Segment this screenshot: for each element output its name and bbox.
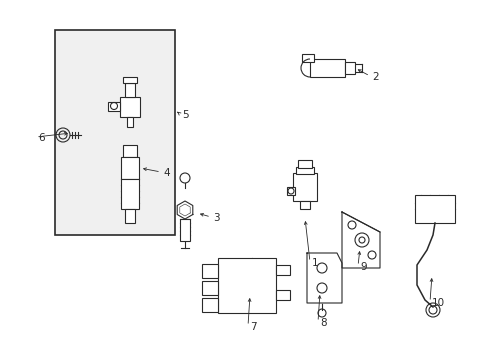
Bar (121, 179, 139, 209)
Text: 8: 8 (319, 318, 326, 328)
Text: 9: 9 (359, 262, 366, 272)
Bar (302, 54, 313, 62)
Bar (299, 201, 309, 209)
Bar (414, 195, 454, 223)
Bar (275, 265, 289, 275)
Polygon shape (177, 201, 192, 219)
Bar (123, 145, 137, 157)
Bar (125, 209, 135, 223)
Polygon shape (341, 212, 379, 268)
Text: 6: 6 (38, 133, 44, 143)
Text: 10: 10 (431, 298, 444, 308)
Bar (297, 160, 311, 168)
Bar (202, 298, 218, 312)
Bar (345, 62, 354, 74)
Text: 5: 5 (182, 110, 188, 120)
Bar (123, 77, 137, 83)
Bar (292, 173, 316, 201)
Bar (180, 219, 190, 241)
Bar (108, 102, 120, 111)
Text: 1: 1 (311, 258, 318, 268)
Bar (127, 117, 133, 127)
Bar (121, 157, 139, 179)
Bar (286, 187, 294, 195)
Bar (202, 281, 218, 295)
Bar (275, 290, 289, 300)
Bar (55, 30, 175, 235)
Bar (202, 264, 218, 278)
Text: 2: 2 (371, 72, 378, 82)
Text: 4: 4 (163, 168, 169, 178)
Text: 7: 7 (249, 322, 256, 332)
Bar (295, 167, 313, 174)
Bar (120, 97, 140, 117)
Bar (218, 258, 275, 313)
Bar (309, 59, 345, 77)
Polygon shape (306, 253, 341, 303)
Bar (125, 83, 135, 97)
Text: 3: 3 (213, 213, 219, 223)
